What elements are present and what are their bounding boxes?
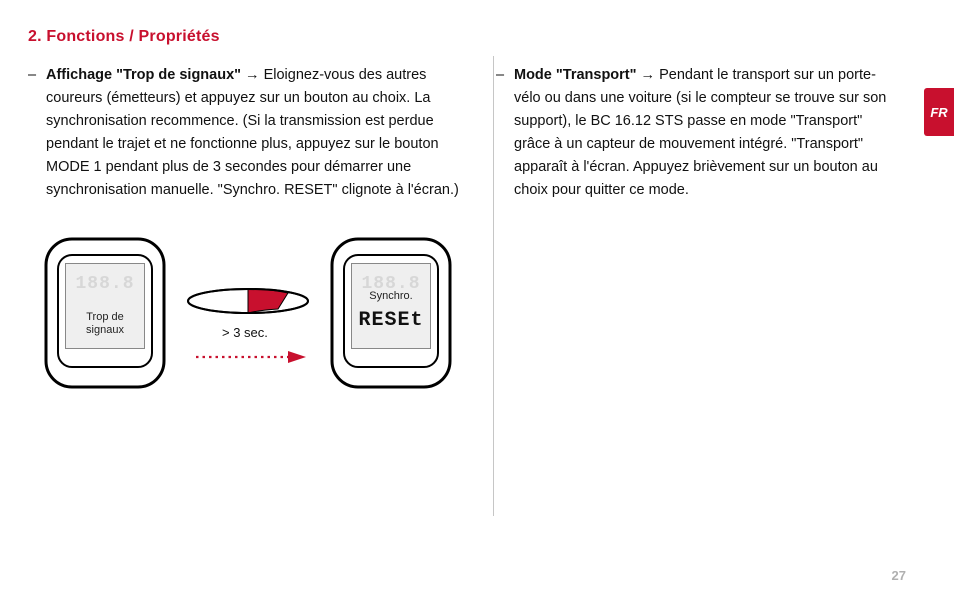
duration-label: > 3 sec.: [222, 323, 268, 344]
item-text: Eloignez-vous des autres coureurs (émett…: [46, 67, 459, 198]
device-screen: 188.8 Trop de signaux: [65, 263, 145, 349]
list-item: – Mode "Transport" → Pendant le transpor…: [496, 64, 902, 201]
right-column: – Mode "Transport" → Pendant le transpor…: [496, 64, 902, 409]
device-screen: 188.8 Synchro. RESEt: [351, 263, 431, 349]
two-column-layout: – Affichage "Trop de signaux" → Eloignez…: [28, 64, 902, 409]
bullet-dash: –: [28, 64, 46, 201]
diagram-between: > 3 sec.: [178, 271, 318, 371]
screen-text-line1: Trop de: [86, 311, 124, 324]
left-column: – Affichage "Trop de signaux" → Eloignez…: [28, 64, 468, 409]
item-body: Affichage "Trop de signaux" → Eloignez-v…: [46, 64, 468, 201]
language-tab: FR: [924, 88, 954, 136]
section-heading: 2. Fonctions / Propriétés: [28, 28, 902, 46]
ghost-digits: 188.8: [72, 270, 138, 294]
screen-text-big: RESEt: [358, 305, 423, 337]
bullet-dash: –: [496, 64, 514, 201]
diagram: 188.8 Trop de signaux: [28, 229, 468, 409]
item-body: Mode "Transport" → Pendant le transport …: [514, 64, 902, 201]
column-divider: [493, 56, 494, 516]
between-graphic: [178, 271, 318, 371]
device-right: 188.8 Synchro. RESEt: [326, 233, 456, 393]
page: 2. Fonctions / Propriétés – Affichage "T…: [0, 0, 954, 603]
item-term: Mode "Transport": [514, 67, 637, 83]
list-item: – Affichage "Trop de signaux" → Eloignez…: [28, 64, 468, 201]
arrow-icon: →: [637, 67, 660, 83]
ghost-digits: 188.8: [358, 270, 424, 294]
item-text: Pendant le transport sur un porte-vélo o…: [514, 67, 886, 198]
page-number: 27: [892, 568, 906, 583]
dotted-arrow-icon: [196, 351, 306, 363]
device-left: 188.8 Trop de signaux: [40, 233, 170, 393]
item-term: Affichage "Trop de signaux": [46, 67, 241, 83]
arrow-icon: →: [241, 67, 264, 83]
screen-text-line2: signaux: [86, 324, 124, 337]
